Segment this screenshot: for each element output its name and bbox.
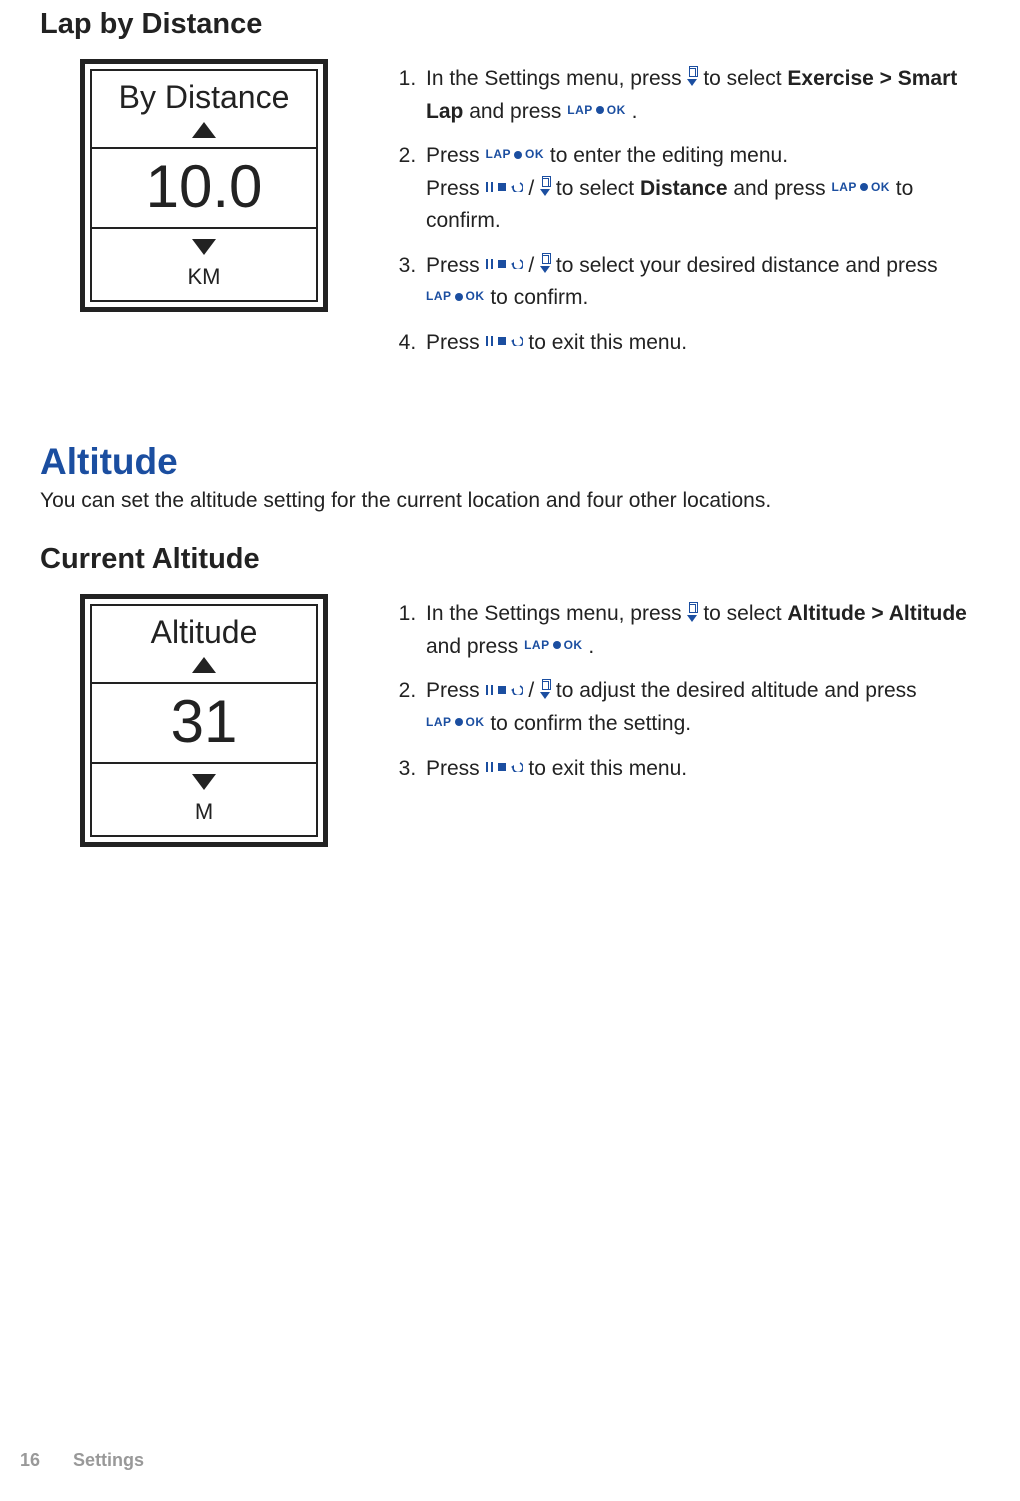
device-unit: KM — [92, 264, 316, 290]
back-icon — [486, 685, 523, 695]
back-icon — [486, 182, 523, 192]
lap-ok-icon: LAPOK — [567, 101, 626, 120]
device-unit: M — [92, 799, 316, 825]
altitude-heading: Altitude — [40, 441, 980, 483]
up-arrow-icon — [192, 657, 216, 673]
step1: In the Settings menu, press to select Ex… — [422, 63, 980, 128]
back-icon — [486, 762, 523, 772]
page-down-icon — [540, 178, 550, 196]
lap-ok-icon: LAPOK — [426, 713, 485, 732]
page-down-icon — [687, 604, 697, 622]
lap-ok-icon: LAPOK — [524, 636, 583, 655]
altitude-steps-list: In the Settings menu, press to select Al… — [398, 598, 980, 797]
lap-steps-list: In the Settings menu, press to select Ex… — [398, 63, 980, 371]
device-top-label: By Distance — [119, 79, 290, 115]
page-down-icon — [540, 681, 550, 699]
altitude-intro: You can set the altitude setting for the… — [40, 489, 980, 513]
device-screenshot-distance: By Distance 10.0 KM — [80, 59, 328, 312]
lap-ok-icon: LAPOK — [831, 178, 890, 197]
device-value: 10.0 — [146, 153, 263, 220]
lap-by-distance-heading: Lap by Distance — [40, 8, 980, 41]
step2: Press / to adjust the desired altitude a… — [422, 675, 980, 740]
down-arrow-icon — [192, 774, 216, 790]
page-down-icon — [687, 68, 697, 86]
up-arrow-icon — [192, 122, 216, 138]
step3: Press / to select your desired distance … — [422, 250, 980, 315]
down-arrow-icon — [192, 239, 216, 255]
lap-ok-icon: LAPOK — [426, 287, 485, 306]
device-value: 31 — [171, 688, 238, 755]
device-top-label: Altitude — [151, 614, 258, 650]
step3: Press to exit this menu. — [422, 753, 980, 786]
current-altitude-heading: Current Altitude — [40, 543, 980, 576]
footer-label: Settings — [73, 1450, 144, 1470]
lap-ok-icon: LAPOK — [486, 145, 545, 164]
back-icon — [486, 259, 523, 269]
back-icon — [486, 336, 523, 346]
step2: Press LAPOK to enter the editing menu. P… — [422, 140, 980, 238]
page-footer: 16 Settings — [20, 1450, 144, 1471]
page-number: 16 — [20, 1450, 40, 1470]
device-screenshot-altitude: Altitude 31 M — [80, 594, 328, 847]
step1: In the Settings menu, press to select Al… — [422, 598, 980, 663]
step4: Press to exit this menu. — [422, 327, 980, 360]
page-down-icon — [540, 255, 550, 273]
